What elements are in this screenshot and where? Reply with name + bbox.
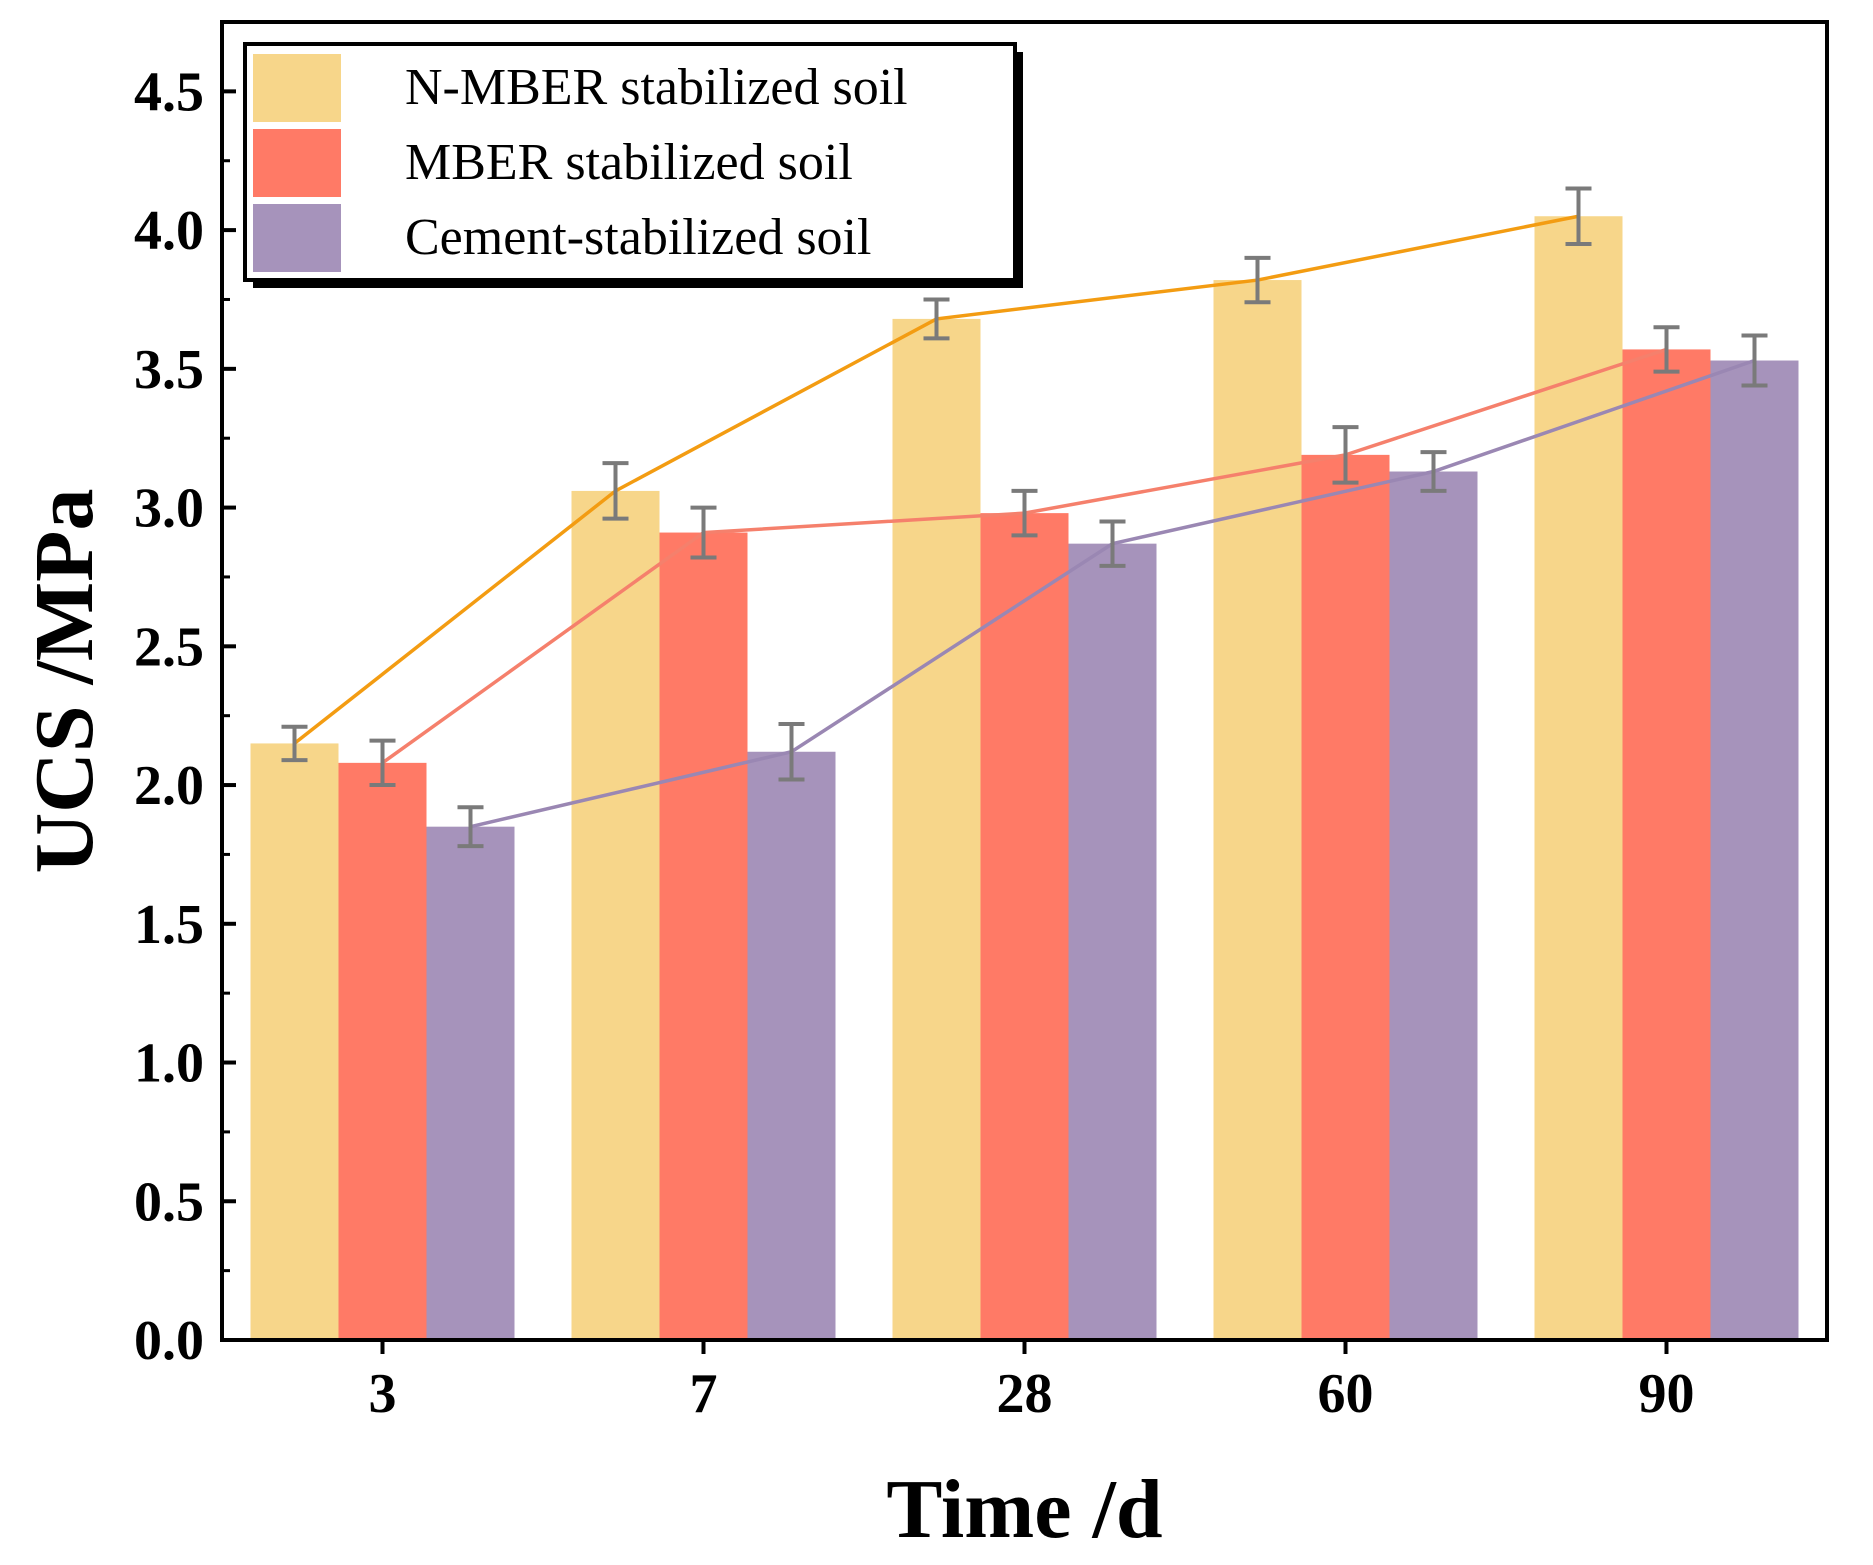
bar-cement-stabilized-soil-7 xyxy=(747,751,836,1340)
error-bar-mber-stabilized-soil-7 xyxy=(690,505,717,560)
bar-n-mber-stabilized-soil-60 xyxy=(1213,280,1302,1340)
x-tick-label-3: 3 xyxy=(369,1363,397,1425)
error-bar-cement-stabilized-soil-7 xyxy=(778,722,805,782)
error-bars-layer xyxy=(281,186,1768,849)
error-bar-n-mber-stabilized-soil-28 xyxy=(923,297,950,341)
bar-mber-stabilized-soil-60 xyxy=(1301,454,1390,1340)
error-bar-n-mber-stabilized-soil-90 xyxy=(1565,186,1592,246)
x-tick-label-90: 90 xyxy=(1639,1363,1695,1425)
error-bar-cement-stabilized-soil-60 xyxy=(1420,450,1447,493)
bar-mber-stabilized-soil-7 xyxy=(659,532,748,1340)
bar-n-mber-stabilized-soil-3 xyxy=(250,743,339,1340)
bar-cement-stabilized-soil-90 xyxy=(1710,360,1799,1340)
bars-layer xyxy=(250,216,1799,1341)
x-tick-label-7: 7 xyxy=(690,1363,718,1425)
error-bar-mber-stabilized-soil-28 xyxy=(1011,488,1038,538)
bar-n-mber-stabilized-soil-90 xyxy=(1534,216,1623,1341)
y-tick-label-4.5: 4.5 xyxy=(134,61,204,123)
bar-n-mber-stabilized-soil-7 xyxy=(571,490,660,1340)
y-tick-label-3.5: 3.5 xyxy=(134,339,204,401)
error-bar-cement-stabilized-soil-90 xyxy=(1741,333,1768,388)
error-bar-n-mber-stabilized-soil-3 xyxy=(281,724,308,763)
y-tick-label-4.0: 4.0 xyxy=(134,200,204,262)
legend-box xyxy=(243,42,1017,282)
bar-mber-stabilized-soil-90 xyxy=(1622,349,1711,1340)
bar-cement-stabilized-soil-3 xyxy=(426,826,515,1340)
y-tick-label-0.5: 0.5 xyxy=(134,1171,204,1233)
y-axis-title: UCS /MPa xyxy=(18,489,111,874)
legend-item: Cement-stabilized soil xyxy=(253,204,871,272)
legend: N-MBER stabilized soil MBER stabilized so… xyxy=(243,42,1023,288)
x-axis-title: Time /d xyxy=(886,1463,1162,1556)
axes-layer: 0.0 0.5 1.0 1.5 2.0 2.5 3.0 3.5 4.0 4.5 3 7 28 60 90 xyxy=(134,61,1695,1425)
legend-label: Cement-stabilized soil xyxy=(405,209,871,266)
legend-swatch xyxy=(253,129,341,197)
legend-label: N-MBER stabilized soil xyxy=(405,59,908,116)
error-bar-cement-stabilized-soil-28 xyxy=(1099,519,1126,568)
error-bar-n-mber-stabilized-soil-60 xyxy=(1244,255,1271,305)
bar-mber-stabilized-soil-3 xyxy=(338,762,427,1340)
error-bar-mber-stabilized-soil-90 xyxy=(1653,325,1680,374)
legend-item: N-MBER stabilized soil xyxy=(253,54,908,122)
error-bar-n-mber-stabilized-soil-7 xyxy=(602,461,629,521)
y-tick-label-1.5: 1.5 xyxy=(134,894,204,956)
legend-item: MBER stabilized soil xyxy=(253,129,853,197)
x-tick-label-28: 28 xyxy=(997,1363,1053,1425)
legend-swatch xyxy=(253,54,341,122)
error-bar-cement-stabilized-soil-3 xyxy=(457,805,484,849)
bar-n-mber-stabilized-soil-28 xyxy=(892,318,981,1340)
bar-cement-stabilized-soil-28 xyxy=(1068,543,1157,1340)
error-bar-mber-stabilized-soil-60 xyxy=(1332,425,1359,485)
legend-label: MBER stabilized soil xyxy=(405,134,853,191)
y-tick-label-2.0: 2.0 xyxy=(134,755,204,817)
x-tick-label-60: 60 xyxy=(1318,1363,1374,1425)
legend-swatch xyxy=(253,204,341,272)
error-bar-mber-stabilized-soil-3 xyxy=(369,738,396,788)
y-tick-label-3.0: 3.0 xyxy=(134,478,204,540)
bar-cement-stabilized-soil-60 xyxy=(1389,471,1478,1341)
y-tick-label-1.0: 1.0 xyxy=(134,1033,204,1095)
y-tick-label-0.0: 0.0 xyxy=(134,1310,204,1372)
y-tick-label-2.5: 2.5 xyxy=(134,616,204,678)
bar-mber-stabilized-soil-28 xyxy=(980,513,1069,1340)
